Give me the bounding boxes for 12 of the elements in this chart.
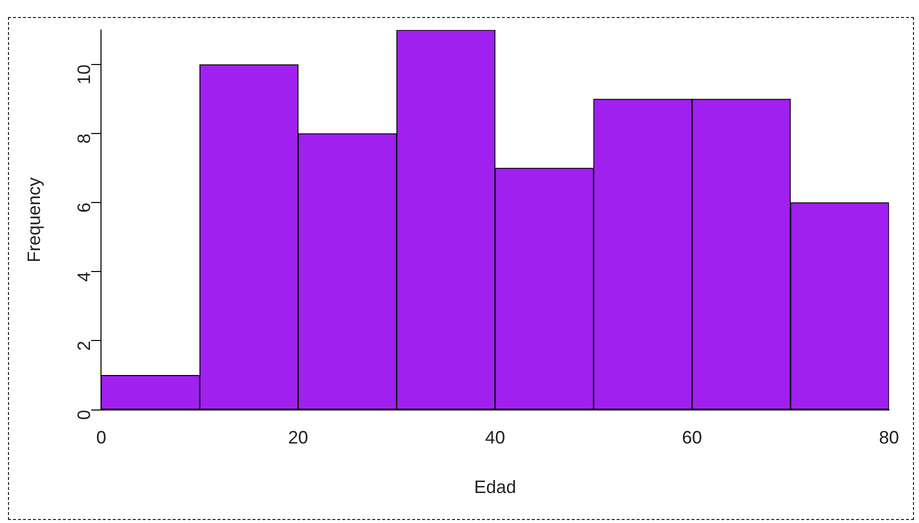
x-tick-label: 20 [288,428,308,448]
y-tick-label: 8 [74,134,94,144]
y-tick-label: 6 [74,202,94,213]
y-tick-label: 4 [74,272,94,282]
x-tick-label: 40 [485,428,506,448]
y-axis-title: Frequency [24,177,44,262]
x-axis-title: Edad [474,477,516,498]
y-tick-label: 10 [74,64,94,85]
y-tick-label: 2 [74,340,94,351]
x-tick-label: 80 [878,428,900,448]
y-tick-label: 0 [74,410,94,420]
x-tick-label: 60 [682,428,702,448]
